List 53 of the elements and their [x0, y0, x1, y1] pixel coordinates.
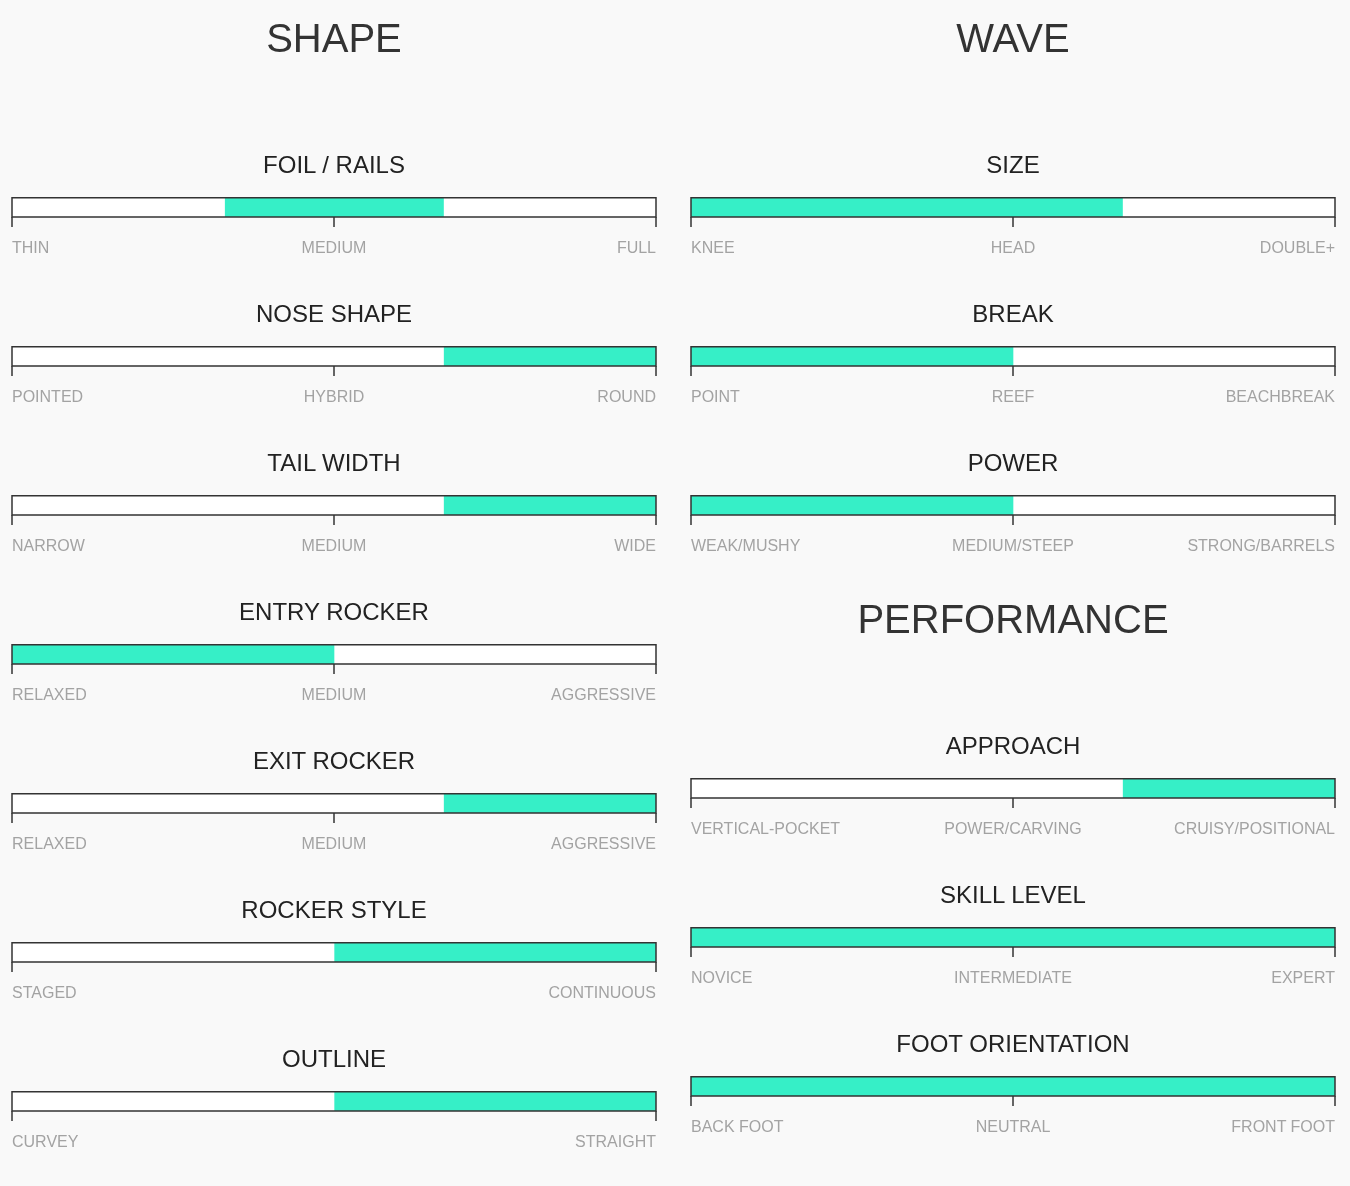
- text: ENTRY ROCKER: [239, 598, 429, 626]
- text: PERFORMANCE: [857, 597, 1169, 641]
- text: OUTLINE: [281, 1045, 387, 1073]
- annotation: CONTINUOUS: [548, 984, 656, 1002]
- annotation: KNEE: [691, 239, 735, 257]
- annotation: STRONG/BARRELS: [1187, 537, 1335, 555]
- annotation: MEDIUM: [301, 686, 367, 704]
- annotation: INTERMEDIATE: [954, 969, 1072, 987]
- text: TAIL WIDTH: [267, 449, 401, 477]
- annotation: CURVEY: [12, 1133, 79, 1151]
- annotation: MEDIUM: [301, 835, 367, 853]
- annotation: FRONT FOOT: [1231, 1118, 1336, 1136]
- text: SIZE: [986, 151, 1040, 179]
- annotation: MEDIUM/STEEP: [952, 537, 1074, 555]
- annotation: RELAXED: [12, 835, 87, 853]
- annotation: AGGRESSIVE: [551, 835, 656, 853]
- text: FOIL / RAILS: [263, 151, 405, 179]
- text: EXIT ROCKER: [252, 747, 416, 775]
- annotation: POINT: [691, 388, 741, 406]
- annotation: RELAXED: [12, 686, 87, 704]
- annotation: WEAK/MUSHY: [691, 537, 801, 555]
- text: SHAPE: [266, 16, 402, 60]
- text: BREAK: [972, 300, 1054, 328]
- annotation: BACK FOOT: [691, 1118, 784, 1136]
- text: ROCKER STYLE: [241, 896, 427, 924]
- annotation: EXPERT: [1271, 969, 1336, 987]
- annotation: THIN: [12, 239, 50, 257]
- annotation: WIDE: [614, 537, 656, 555]
- annotation: ROUND: [597, 388, 656, 406]
- annotation: POINTED: [12, 388, 84, 406]
- annotation: AGGRESSIVE: [551, 686, 656, 704]
- annotation: CRUISY/POSITIONAL: [1174, 820, 1336, 838]
- text: POWER: [967, 449, 1059, 477]
- annotation: BEACHBREAK: [1225, 388, 1336, 406]
- text: APPROACH: [945, 732, 1081, 760]
- annotation: NEUTRAL: [975, 1118, 1051, 1136]
- annotation: NARROW: [12, 537, 86, 555]
- annotation: POWER/CARVING: [944, 820, 1082, 838]
- annotation: STAGED: [12, 984, 77, 1002]
- text: FOOT ORIENTATION: [896, 1030, 1130, 1058]
- annotation: DOUBLE+: [1259, 239, 1335, 257]
- annotation: FULL: [616, 239, 657, 257]
- annotation: REEF: [991, 388, 1035, 406]
- annotation: VERTICAL-POCKET: [691, 820, 841, 838]
- annotation: HEAD: [990, 239, 1036, 257]
- annotation: NOVICE: [691, 969, 753, 987]
- text: NOSE SHAPE: [255, 300, 413, 328]
- annotation: STRAIGHT: [575, 1133, 657, 1151]
- text: SKILL LEVEL: [940, 881, 1086, 909]
- annotation: MEDIUM: [301, 239, 367, 257]
- annotation: MEDIUM: [301, 537, 367, 555]
- annotation: HYBRID: [303, 388, 365, 406]
- text: WAVE: [956, 16, 1070, 60]
